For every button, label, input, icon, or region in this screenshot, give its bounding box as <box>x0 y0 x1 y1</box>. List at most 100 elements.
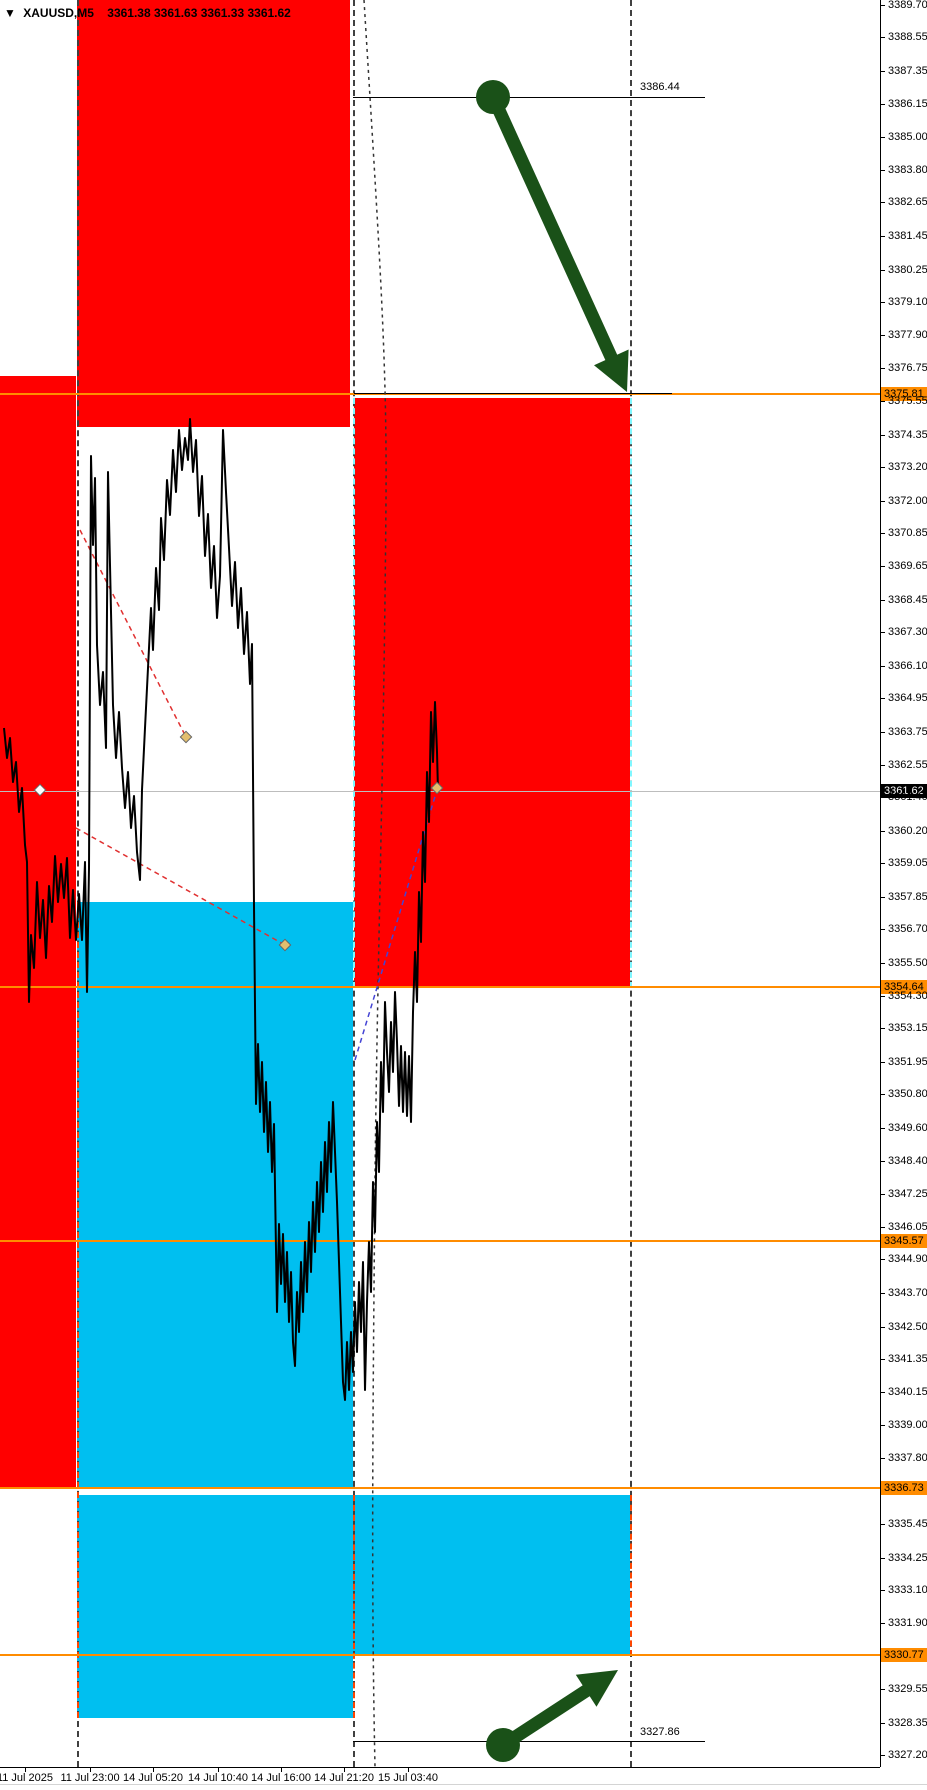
diamond-marker[interactable] <box>430 781 444 795</box>
diamond-marker[interactable] <box>33 783 47 797</box>
price-tick-mark <box>881 1259 885 1260</box>
projection-arrow-up-origin-dot[interactable] <box>486 1728 520 1762</box>
price-tick-mark <box>881 765 885 766</box>
price-tick-label: 3377.90 <box>888 329 927 341</box>
price-tick-label: 3366.10 <box>888 660 927 672</box>
time-tick-mark <box>344 1768 345 1772</box>
price-tick-label: 3327.20 <box>888 1749 927 1761</box>
supply-zone-mid[interactable] <box>354 398 630 988</box>
price-tick-mark <box>881 1327 885 1328</box>
key-level-line[interactable] <box>0 393 880 395</box>
price-tick-label: 3334.25 <box>888 1552 927 1564</box>
projection-arrow-up-head[interactable] <box>575 1670 618 1707</box>
projection-arrow-down-origin-dot[interactable] <box>476 80 510 114</box>
price-tick-mark <box>881 996 885 997</box>
time-tick-mark <box>281 1768 282 1772</box>
price-tick-label: 3342.50 <box>888 1321 927 1333</box>
price-tick-label: 3344.90 <box>888 1253 927 1265</box>
price-tick-mark <box>881 632 885 633</box>
target-price-line[interactable] <box>353 97 705 98</box>
price-tick-label: 3348.40 <box>888 1155 927 1167</box>
time-tick-mark <box>153 1768 154 1772</box>
price-tick-label: 3374.35 <box>888 429 927 441</box>
projection-arrow-down-shaft[interactable] <box>487 94 622 371</box>
ohlc-high: 3361.63 <box>154 6 198 20</box>
price-tick-mark <box>881 1028 885 1029</box>
diamond-marker[interactable] <box>278 938 292 952</box>
key-level-price-tag: 3354.64 <box>881 980 927 994</box>
price-tick-mark <box>881 831 885 832</box>
price-tick-mark <box>881 5 885 6</box>
symbol-label[interactable]: XAUUSD,M5 <box>23 6 94 20</box>
price-tick-mark <box>881 270 885 271</box>
price-tick-label: 3353.15 <box>888 1022 927 1034</box>
day-separator-overlay <box>77 902 79 1718</box>
target-price-line[interactable] <box>353 1741 705 1742</box>
price-tick-label: 3337.80 <box>888 1452 927 1464</box>
current-price-tag: 3361.62 <box>881 784 927 798</box>
diamond-marker[interactable] <box>179 730 193 744</box>
demand-zone-mid[interactable] <box>77 902 353 1488</box>
key-level-line[interactable] <box>0 1654 880 1656</box>
price-tick-label: 3346.05 <box>888 1221 927 1233</box>
key-level-price-tag: 3330.77 <box>881 1648 927 1662</box>
price-axis[interactable]: 3375.81 3354.64 3345.57 3336.73 3330.77 3361.… <box>880 0 927 1767</box>
price-tick-mark <box>881 863 885 864</box>
symbol-dropdown-icon[interactable]: ▼ <box>4 6 16 20</box>
price-tick-mark <box>881 533 885 534</box>
time-axis[interactable]: 11 Jul 2025 11 Jul 23:00 14 Jul 05:20 14 Ju… <box>0 1768 927 1790</box>
price-tick-mark <box>881 170 885 171</box>
key-level-line[interactable] <box>0 1487 880 1489</box>
price-tick-label: 3328.35 <box>888 1717 927 1729</box>
price-tick-mark <box>881 368 885 369</box>
key-level-line[interactable] <box>0 1240 880 1242</box>
projection-arrow-up-shaft[interactable] <box>499 1679 600 1751</box>
price-tick-label: 3370.85 <box>888 527 927 539</box>
demand-zone-bottom-left[interactable] <box>77 1495 353 1718</box>
time-tick-label: 14 Jul 16:00 <box>251 1772 311 1784</box>
price-tick-mark <box>881 963 885 964</box>
price-tick-mark <box>881 1425 885 1426</box>
price-tick-mark <box>881 1359 885 1360</box>
time-tick-mark <box>218 1768 219 1772</box>
price-tick-mark <box>881 137 885 138</box>
day-separator-overlay <box>630 1495 632 1656</box>
demand-zone-bottom-right[interactable] <box>353 1495 630 1656</box>
price-tick-label: 3363.75 <box>888 726 927 738</box>
key-level-price-tag: 3336.73 <box>881 1481 927 1495</box>
ohlc-open: 3361.38 <box>107 6 151 20</box>
supply-zone-top[interactable] <box>77 0 350 427</box>
chart-plot-area[interactable]: ▼ XAUUSD,M5 3361.38 3361.63 3361.33 3361… <box>0 0 880 1768</box>
price-tick-mark <box>881 1392 885 1393</box>
target-price-line[interactable] <box>354 393 672 394</box>
price-tick-label: 3389.70 <box>888 0 927 11</box>
price-tick-label: 3331.90 <box>888 1617 927 1629</box>
price-tick-label: 3361.40 <box>888 791 927 803</box>
price-tick-label: 3364.95 <box>888 692 927 704</box>
price-tick-mark <box>881 1723 885 1724</box>
key-level-price-tag: 3345.57 <box>881 1234 927 1248</box>
trendline-red-1[interactable] <box>79 529 187 738</box>
price-tick-mark <box>881 897 885 898</box>
price-tick-label: 3360.20 <box>888 825 927 837</box>
key-level-line[interactable] <box>0 986 880 988</box>
price-tick-label: 3372.00 <box>888 495 927 507</box>
price-tick-mark <box>881 435 885 436</box>
trendline-red-2[interactable] <box>75 827 286 946</box>
projection-arrow-down-head[interactable] <box>594 349 629 393</box>
price-tick-label: 3380.25 <box>888 264 927 276</box>
price-tick-label: 3341.35 <box>888 1353 927 1365</box>
supply-zone-left[interactable] <box>0 376 76 1488</box>
price-tick-label: 3368.45 <box>888 594 927 606</box>
price-tick-label: 3375.55 <box>888 395 927 407</box>
price-tick-mark <box>881 1755 885 1756</box>
price-tick-label: 3343.70 <box>888 1287 927 1299</box>
price-tick-mark <box>881 1094 885 1095</box>
price-tick-mark <box>881 202 885 203</box>
price-tick-mark <box>881 335 885 336</box>
dotted-curve-line[interactable] <box>363 0 387 1767</box>
price-tick-mark <box>881 1623 885 1624</box>
day-separator-overlay <box>630 398 632 988</box>
price-tick-mark <box>881 1590 885 1591</box>
